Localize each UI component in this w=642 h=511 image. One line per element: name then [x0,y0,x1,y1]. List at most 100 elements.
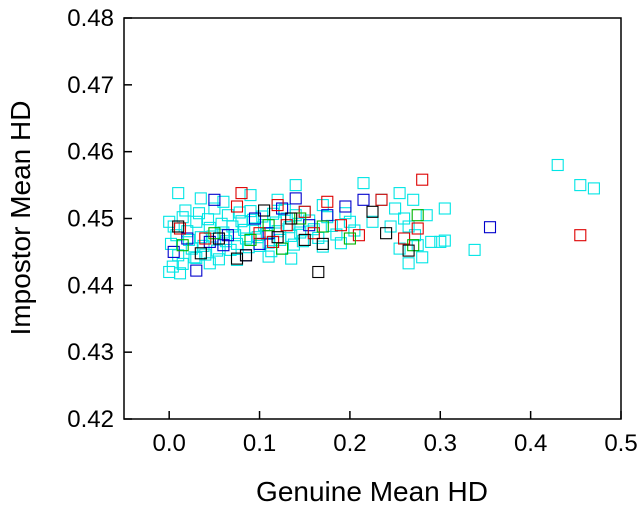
y-tick-label: 0.48 [67,5,114,32]
data-point [244,233,257,246]
data-point [289,209,302,222]
data-point [330,228,343,241]
data-point [212,232,225,245]
data-point [208,202,221,215]
data-point [212,253,225,266]
data-point [167,245,180,258]
data-point [483,221,497,234]
data-point [398,232,411,245]
data-point [244,205,257,218]
data-point [190,215,203,228]
data-point [221,229,234,242]
y-tick-label: 0.47 [67,72,114,99]
data-point [217,195,230,208]
data-point [375,193,388,206]
data-point [230,200,244,213]
data-point [285,252,298,265]
data-point [172,220,185,233]
data-point [172,249,185,262]
data-point [181,225,194,238]
data-point [194,192,207,205]
data-point [194,247,207,260]
data-point [235,187,248,200]
data-point [316,220,329,233]
data-point [316,237,329,250]
data-point [190,264,203,277]
data-point [201,213,215,226]
data-point [285,212,298,225]
data-point [307,227,320,240]
data-point [173,222,187,235]
data-point [402,257,415,270]
data-point [389,202,402,215]
data-point [334,237,347,250]
data-point [357,193,370,206]
data-point [258,204,271,217]
data-point [239,249,253,262]
data-point [348,224,361,237]
data-point [574,229,587,242]
y-tick-label: 0.45 [67,206,114,233]
data-point [244,189,257,202]
data-point [339,207,352,220]
data-point [384,220,397,233]
data-point [380,227,393,240]
data-point [420,209,433,222]
data-point [294,226,307,239]
data-point [312,265,325,279]
x-tick-label: 0.0 [152,430,185,457]
data-point [398,212,411,225]
data-point [298,233,311,246]
data-point [393,242,406,255]
data-point [343,232,356,245]
y-tick-label: 0.42 [67,406,114,433]
data-point [393,187,406,200]
y-axis-title: Impostor Mean HD [5,101,36,336]
data-point [176,257,189,270]
data-point [280,219,293,232]
data-point [208,193,221,206]
data-point [366,205,379,218]
data-point [271,199,284,212]
data-point [262,219,275,232]
data-point [289,179,302,192]
data-point [197,239,210,252]
data-point [163,265,176,279]
data-points [163,158,600,280]
y-tick-label: 0.44 [67,272,114,299]
data-point [217,239,230,252]
data-point [289,192,302,205]
data-point [203,257,216,270]
data-point [434,235,447,248]
data-point [262,250,275,263]
data-point [296,235,309,248]
x-axis: 0.0 0.1 0.2 0.3 0.4 0.5 [152,411,638,457]
data-point [551,158,564,172]
data-point [402,244,415,257]
data-point [316,240,329,253]
data-point [253,227,266,240]
data-point [352,229,365,242]
data-point [366,215,379,228]
data-point [262,227,275,240]
data-point [190,251,203,264]
y-axis: 0.42 0.43 0.44 0.45 0.46 0.47 0.48 [67,5,132,433]
data-point [176,239,189,252]
data-point [303,219,316,232]
data-point [239,232,253,245]
data-point [298,205,311,218]
data-point [271,231,284,244]
data-point [181,232,194,245]
data-point [411,209,424,222]
x-tick-label: 0.3 [424,430,457,457]
data-point [203,235,216,248]
x-tick-label: 0.5 [604,430,637,457]
data-point [267,235,280,248]
x-tick-label: 0.1 [243,430,276,457]
data-point [411,222,424,235]
data-point [235,215,248,228]
data-point [230,252,244,265]
data-point [316,199,329,212]
x-tick-label: 0.4 [514,430,547,457]
